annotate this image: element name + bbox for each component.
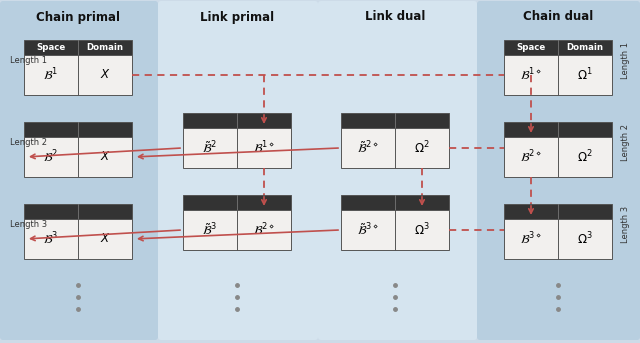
Text: $X$: $X$ [100, 68, 110, 81]
Text: $\mathcal{B}^3$: $\mathcal{B}^3$ [44, 230, 59, 247]
Bar [504, 219, 612, 259]
Bar [504, 204, 612, 219]
Bar [504, 40, 612, 55]
Text: $\Omega^1$: $\Omega^1$ [577, 67, 593, 83]
Text: $\mathcal{B}^{3\diamond}$: $\mathcal{B}^{3\diamond}$ [520, 230, 542, 247]
Text: Length 3: Length 3 [10, 220, 47, 229]
Text: Chain primal: Chain primal [36, 11, 120, 24]
Bar [341, 195, 449, 210]
Bar [24, 137, 132, 177]
Text: $X$: $X$ [100, 233, 110, 246]
Bar [183, 195, 291, 210]
Text: $\mathcal{B}^{1\diamond}$: $\mathcal{B}^{1\diamond}$ [253, 140, 275, 156]
Text: $\tilde{\mathcal{B}}^3$: $\tilde{\mathcal{B}}^3$ [202, 222, 218, 238]
Bar [504, 55, 612, 95]
Text: $\Omega^3$: $\Omega^3$ [577, 230, 593, 247]
FancyBboxPatch shape [318, 1, 477, 340]
Bar [504, 137, 612, 177]
Bar [24, 122, 132, 137]
Bar [24, 40, 132, 55]
Text: Chain dual: Chain dual [523, 11, 593, 24]
Bar [183, 128, 291, 168]
Text: $\mathcal{B}^{2\diamond}$: $\mathcal{B}^{2\diamond}$ [520, 149, 542, 165]
Text: $\tilde{\mathcal{B}}^2$: $\tilde{\mathcal{B}}^2$ [202, 140, 218, 156]
Text: $\mathcal{B}^2$: $\mathcal{B}^2$ [44, 149, 58, 165]
Bar [341, 113, 449, 128]
Text: Length 2: Length 2 [10, 138, 47, 147]
Text: $X$: $X$ [100, 151, 110, 163]
Bar [341, 128, 449, 168]
Text: $\tilde{\mathcal{B}}^{2\diamond}$: $\tilde{\mathcal{B}}^{2\diamond}$ [357, 140, 379, 156]
Text: Length 1: Length 1 [10, 56, 47, 65]
Bar [504, 122, 612, 137]
Text: Length 3: Length 3 [621, 206, 630, 243]
Text: Length 1: Length 1 [621, 42, 630, 79]
FancyBboxPatch shape [158, 1, 318, 340]
FancyBboxPatch shape [0, 1, 158, 340]
Text: $\mathcal{B}^1$: $\mathcal{B}^1$ [44, 67, 58, 83]
Text: Link primal: Link primal [200, 11, 274, 24]
Bar [24, 219, 132, 259]
Bar [24, 204, 132, 219]
Text: Length 2: Length 2 [621, 124, 630, 161]
Bar [341, 210, 449, 250]
Text: $\mathcal{B}^{2\diamond}$: $\mathcal{B}^{2\diamond}$ [253, 222, 275, 238]
Text: Space: Space [516, 43, 546, 52]
Bar [24, 55, 132, 95]
Text: $\Omega^3$: $\Omega^3$ [414, 222, 430, 238]
Text: $\mathcal{B}^{1\diamond}$: $\mathcal{B}^{1\diamond}$ [520, 67, 542, 83]
Text: Domain: Domain [566, 43, 604, 52]
Text: Link dual: Link dual [365, 11, 425, 24]
Text: Domain: Domain [86, 43, 124, 52]
Text: Space: Space [36, 43, 66, 52]
Bar [183, 113, 291, 128]
FancyBboxPatch shape [477, 1, 640, 340]
Text: $\tilde{\mathcal{B}}^{3\diamond}$: $\tilde{\mathcal{B}}^{3\diamond}$ [357, 222, 379, 238]
Text: $\Omega^2$: $\Omega^2$ [414, 140, 430, 156]
Text: $\Omega^2$: $\Omega^2$ [577, 149, 593, 165]
Bar [183, 210, 291, 250]
